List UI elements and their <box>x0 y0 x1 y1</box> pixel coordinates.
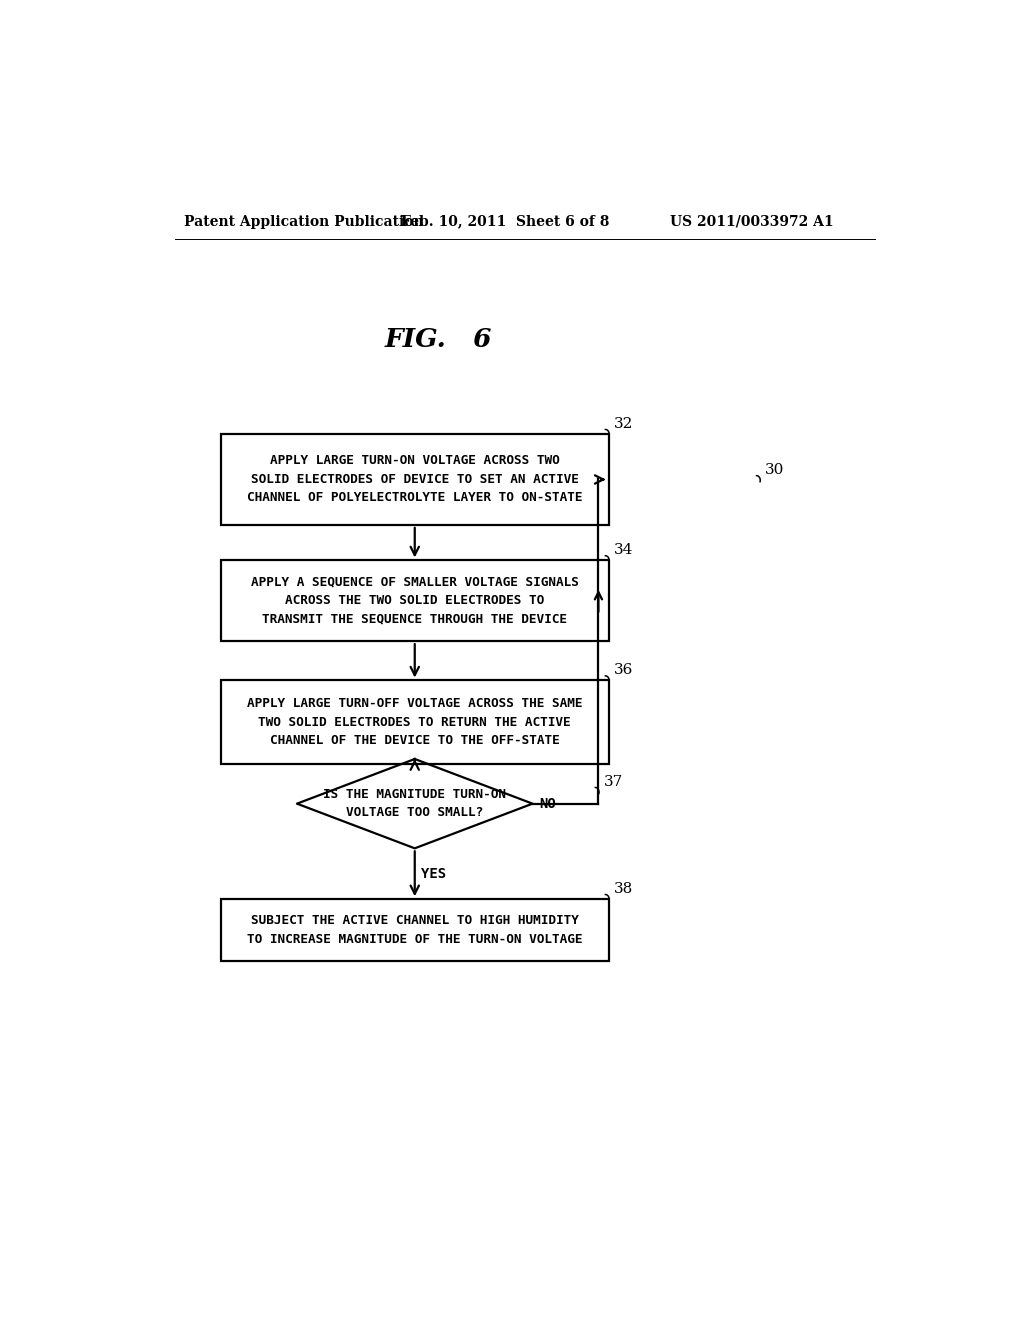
Text: 38: 38 <box>614 882 633 896</box>
Text: 30: 30 <box>765 463 784 478</box>
Text: 37: 37 <box>604 775 623 789</box>
Text: NO: NO <box>539 797 555 810</box>
Text: FIG.   6: FIG. 6 <box>384 327 492 352</box>
Text: 36: 36 <box>614 664 633 677</box>
Text: Feb. 10, 2011  Sheet 6 of 8: Feb. 10, 2011 Sheet 6 of 8 <box>400 215 609 228</box>
Text: Patent Application Publication: Patent Application Publication <box>183 215 424 228</box>
FancyBboxPatch shape <box>221 561 608 642</box>
Text: APPLY A SEQUENCE OF SMALLER VOLTAGE SIGNALS
ACROSS THE TWO SOLID ELECTRODES TO
T: APPLY A SEQUENCE OF SMALLER VOLTAGE SIGN… <box>251 576 579 626</box>
FancyBboxPatch shape <box>221 899 608 961</box>
Text: APPLY LARGE TURN-OFF VOLTAGE ACROSS THE SAME
TWO SOLID ELECTRODES TO RETURN THE : APPLY LARGE TURN-OFF VOLTAGE ACROSS THE … <box>247 697 583 747</box>
Text: IS THE MAGNITUDE TURN-ON
VOLTAGE TOO SMALL?: IS THE MAGNITUDE TURN-ON VOLTAGE TOO SMA… <box>324 788 506 820</box>
Text: SUBJECT THE ACTIVE CHANNEL TO HIGH HUMIDITY
TO INCREASE MAGNITUDE OF THE TURN-ON: SUBJECT THE ACTIVE CHANNEL TO HIGH HUMID… <box>247 915 583 945</box>
Text: 32: 32 <box>614 417 633 430</box>
Text: APPLY LARGE TURN-ON VOLTAGE ACROSS TWO
SOLID ELECTRODES OF DEVICE TO SET AN ACTI: APPLY LARGE TURN-ON VOLTAGE ACROSS TWO S… <box>247 454 583 504</box>
FancyBboxPatch shape <box>221 681 608 763</box>
Text: US 2011/0033972 A1: US 2011/0033972 A1 <box>671 215 835 228</box>
Text: 34: 34 <box>614 544 633 557</box>
FancyBboxPatch shape <box>221 434 608 525</box>
Text: YES: YES <box>421 867 446 880</box>
